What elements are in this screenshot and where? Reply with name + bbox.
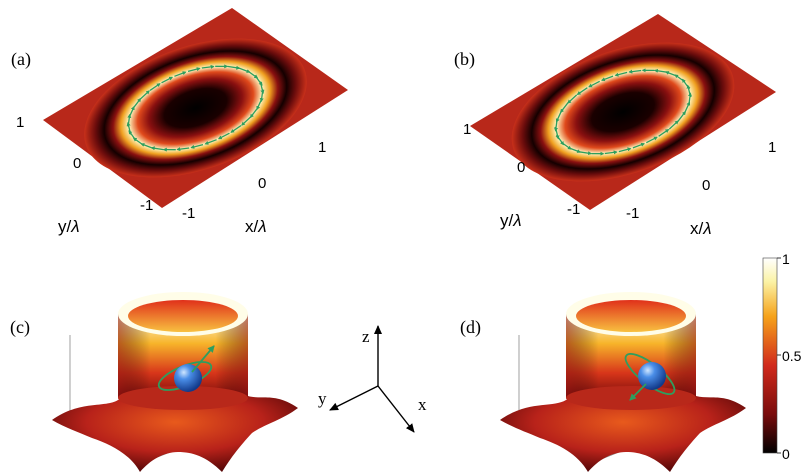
panel-b-label: (b)	[454, 49, 475, 70]
polarization-arrow	[204, 139, 217, 145]
polarization-arrow	[628, 69, 642, 74]
colorbar: 1 0.5 0	[762, 251, 802, 462]
panel-b: (b) 1 0 -1 -1 0 1 y/λ x/λ	[454, 14, 776, 238]
panel-a-ytick-0: 0	[73, 155, 81, 172]
polarization-arrow	[150, 146, 164, 151]
polarization-arrow	[201, 64, 215, 69]
triad-y-label: y	[318, 389, 327, 408]
polarization-arrow	[668, 120, 679, 130]
polarization-arrow	[128, 105, 135, 118]
polarization-arrow	[646, 136, 658, 144]
panel-b-xtick-minus1: -1	[626, 205, 639, 222]
polarization-arrow	[618, 147, 632, 153]
panel-d-particle	[624, 353, 676, 401]
polarization-arrow	[576, 87, 588, 95]
panel-c: (c)	[10, 292, 298, 472]
panel-a-polarization-arrows	[126, 64, 265, 152]
polarization-arrow	[604, 150, 618, 155]
colorbar-tick-0: 0	[782, 446, 790, 462]
coordinate-triad: z y x	[318, 325, 427, 433]
panel-b-xtick-1: 1	[768, 139, 776, 156]
panel-a-xtick-minus1: -1	[182, 205, 195, 222]
panel-a-label: (a)	[11, 49, 31, 70]
polarization-arrow	[132, 97, 142, 109]
colorbar-tick-1: 1	[782, 251, 790, 267]
polarization-arrow	[256, 98, 263, 111]
panel-c-label: (c)	[10, 317, 30, 338]
panel-b-x-axis-label: x/λ	[690, 219, 712, 238]
triad-x-label: x	[418, 395, 427, 414]
colorbar-tick-05: 0.5	[782, 348, 802, 364]
polarization-arrow	[658, 129, 670, 137]
panel-b-ytick-0: 0	[517, 159, 525, 176]
colorbar-scale	[762, 257, 778, 454]
panel-b-xtick-0: 0	[702, 177, 710, 194]
panel-c-particle	[157, 345, 215, 392]
panel-a-xtick-0: 0	[258, 175, 266, 192]
panel-b-polarization-arrows	[554, 68, 692, 156]
panel-c-particle-sphere	[174, 364, 202, 392]
polarization-arrow	[139, 90, 150, 100]
panel-d-particle-arrow	[629, 383, 647, 401]
polarization-arrow	[614, 71, 628, 77]
polarization-arrow	[241, 116, 252, 126]
polarization-arrow	[174, 71, 187, 77]
panel-b-y-axis-label: y/λ	[500, 211, 522, 230]
panel-a-ytick-1: 1	[16, 114, 24, 131]
polarization-arrow	[560, 102, 569, 113]
panel-a: (a) 1 0 -1 -1 0 1 y/λ x/λ	[11, 8, 348, 236]
polarization-arrow	[249, 107, 259, 119]
polarization-arrow	[664, 71, 678, 77]
polarization-arrow	[677, 111, 686, 122]
triad-z-label: z	[362, 327, 370, 346]
panel-d-particle-sphere	[638, 362, 666, 390]
panel-a-intensity-plane	[43, 8, 348, 208]
polarization-arrow	[217, 132, 230, 140]
polarization-arrow	[161, 76, 174, 84]
polarization-arrow	[190, 143, 204, 149]
polarization-arrow	[238, 67, 251, 73]
polarization-arrow	[588, 80, 600, 88]
polarization-arrow	[227, 65, 241, 70]
polarization-arrow	[230, 125, 242, 133]
panel-a-xtick-1: 1	[318, 139, 326, 156]
panel-b-ytick-minus1: -1	[567, 201, 580, 218]
panel-d-label: (d)	[460, 317, 481, 338]
panel-b-ytick-1: 1	[463, 121, 471, 138]
polarization-arrow	[149, 83, 161, 91]
polarization-arrow	[187, 67, 201, 73]
polarization-arrow	[654, 68, 667, 73]
panel-b-intensity-plane	[470, 14, 776, 210]
panel-c-particle-arrow	[191, 345, 215, 373]
polarization-arrow	[567, 94, 578, 104]
panel-a-ytick-minus1: -1	[140, 197, 153, 214]
panel-d-3d-surface	[500, 292, 746, 472]
polarization-arrow	[600, 75, 614, 82]
panel-d: (d)	[460, 292, 746, 472]
polarization-arrow	[632, 142, 646, 149]
panel-a-x-axis-label: x/λ	[245, 217, 267, 236]
polarization-arrow	[579, 151, 592, 156]
polarization-arrow	[176, 147, 190, 152]
panel-a-y-axis-label: y/λ	[58, 217, 80, 236]
